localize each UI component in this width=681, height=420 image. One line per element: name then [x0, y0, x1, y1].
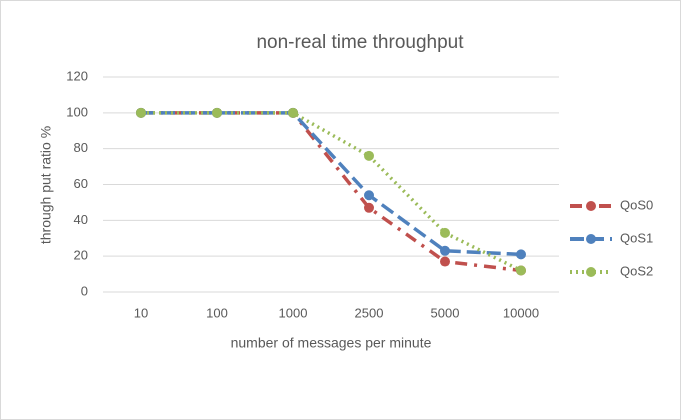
legend-label: QoS1	[620, 230, 653, 245]
x-axis-label: number of messages per minute	[231, 335, 432, 351]
x-tick-label: 5000	[431, 305, 460, 320]
legend-label: QoS0	[620, 197, 653, 212]
legend-marker	[586, 234, 596, 244]
x-tick-label: 100	[206, 305, 228, 320]
y-tick-label: 80	[74, 140, 88, 155]
series-line	[141, 111, 522, 273]
legend-marker	[586, 201, 596, 211]
data-point	[440, 227, 450, 238]
data-point	[440, 245, 450, 256]
y-tick-label: 0	[81, 283, 88, 298]
chart-title: non-real time throughput	[256, 32, 464, 53]
data-point	[212, 107, 222, 118]
y-tick-label: 60	[74, 176, 88, 191]
y-tick-label: 100	[66, 104, 88, 119]
data-point	[364, 150, 374, 161]
data-point	[364, 190, 374, 201]
legend-marker	[586, 267, 596, 277]
x-tick-label: 2500	[355, 305, 384, 320]
y-tick-label: 40	[74, 212, 88, 227]
y-axis-label: through put ratio %	[38, 126, 54, 244]
legend-label: QoS2	[620, 263, 653, 278]
data-point	[364, 202, 374, 213]
data-point	[516, 249, 526, 260]
y-tick-label: 20	[74, 248, 88, 263]
y-tick-label: 120	[66, 68, 88, 83]
data-point	[516, 265, 526, 276]
data-point	[440, 256, 450, 267]
data-point	[288, 107, 298, 118]
x-tick-label: 10000	[503, 305, 539, 320]
series-line	[141, 111, 522, 257]
x-tick-label: 10	[134, 305, 148, 320]
x-tick-label: 1000	[279, 305, 308, 320]
data-point	[136, 107, 146, 118]
